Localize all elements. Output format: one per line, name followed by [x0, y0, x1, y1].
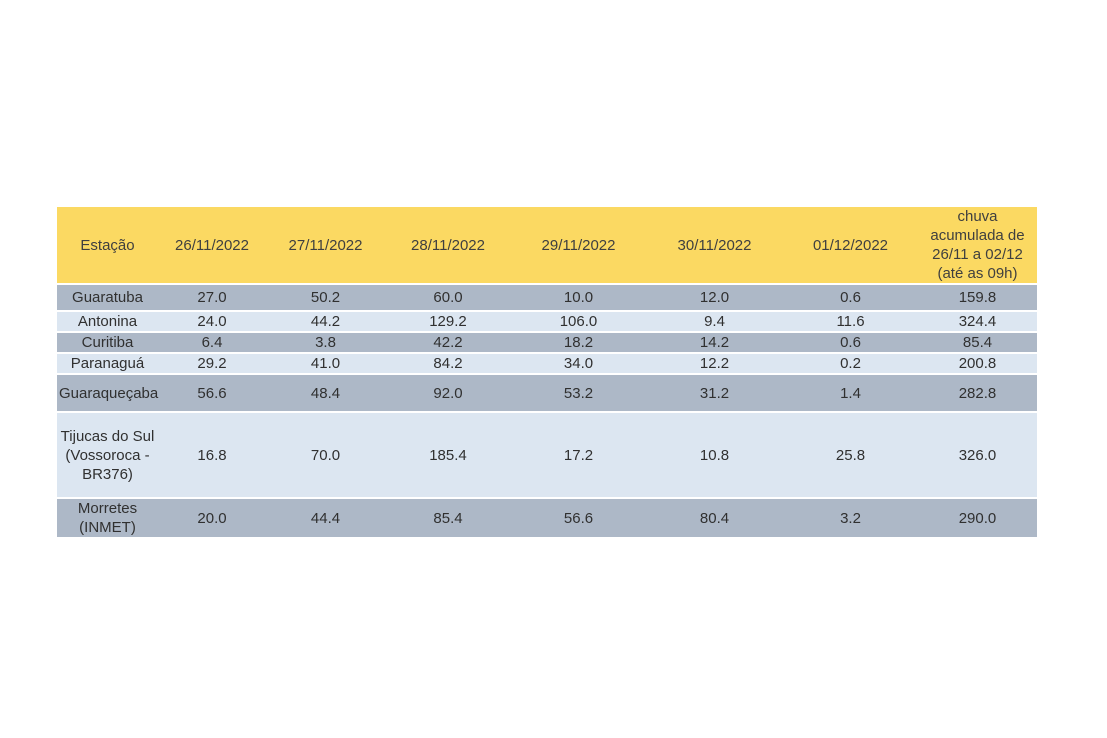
- table-cell: 17.2: [511, 411, 646, 498]
- column-header-date-5: 30/11/2022: [646, 207, 783, 284]
- table-cell: 85.4: [918, 331, 1037, 353]
- station-name: Guaraqueçaba: [57, 373, 158, 412]
- column-header-date-3: 28/11/2022: [385, 207, 511, 284]
- table-cell: 6.4: [158, 331, 266, 353]
- column-header-date-4: 29/11/2022: [511, 207, 646, 284]
- table-row-tijucas-do-sul: Tijucas do Sul (Vossoroca - BR376) 16.8 …: [57, 411, 1037, 498]
- table-cell: 70.0: [266, 411, 385, 498]
- table-cell: 44.2: [266, 310, 385, 332]
- table-cell: 10.0: [511, 283, 646, 311]
- table-cell: 10.8: [646, 411, 783, 498]
- table-cell: 31.2: [646, 373, 783, 412]
- table-cell: 29.2: [158, 352, 266, 374]
- table-cell: 14.2: [646, 331, 783, 353]
- table-cell: 1.4: [783, 373, 918, 412]
- table-cell: 129.2: [385, 310, 511, 332]
- table-cell: 20.0: [158, 497, 266, 537]
- table-cell: 48.4: [266, 373, 385, 412]
- station-name: Morretes (INMET): [57, 497, 158, 537]
- table-cell: 44.4: [266, 497, 385, 537]
- table-cell: 282.8: [918, 373, 1037, 412]
- table-cell: 84.2: [385, 352, 511, 374]
- table-cell: 0.6: [783, 331, 918, 353]
- table-cell: 324.4: [918, 310, 1037, 332]
- table-cell: 34.0: [511, 352, 646, 374]
- table-cell: 42.2: [385, 331, 511, 353]
- table-row-antonina: Antonina 24.0 44.2 129.2 106.0 9.4 11.6 …: [57, 310, 1037, 332]
- table-cell: 12.2: [646, 352, 783, 374]
- table-cell: 3.8: [266, 331, 385, 353]
- table-cell: 60.0: [385, 283, 511, 311]
- column-header-date-1: 26/11/2022: [158, 207, 266, 284]
- rainfall-table: Estação 26/11/2022 27/11/2022 28/11/2022…: [57, 207, 1037, 537]
- table-cell: 106.0: [511, 310, 646, 332]
- table-cell: 290.0: [918, 497, 1037, 537]
- column-header-station: Estação: [57, 207, 158, 284]
- table-cell: 25.8: [783, 411, 918, 498]
- station-name: Antonina: [57, 310, 158, 332]
- table-cell: 3.2: [783, 497, 918, 537]
- table-row-curitiba: Curitiba 6.4 3.8 42.2 18.2 14.2 0.6 85.4: [57, 331, 1037, 353]
- table-row-morretes: Morretes (INMET) 20.0 44.4 85.4 56.6 80.…: [57, 497, 1037, 537]
- table-cell: 56.6: [158, 373, 266, 412]
- column-header-accumulated: chuva acumulada de 26/11 a 02/12 (até as…: [918, 207, 1037, 284]
- table-cell: 50.2: [266, 283, 385, 311]
- table-row-paranagua: Paranaguá 29.2 41.0 84.2 34.0 12.2 0.2 2…: [57, 352, 1037, 374]
- table-row-guaratuba: Guaratuba 27.0 50.2 60.0 10.0 12.0 0.6 1…: [57, 283, 1037, 311]
- station-name: Paranaguá: [57, 352, 158, 374]
- table-cell: 159.8: [918, 283, 1037, 311]
- table-row-guaraquecaba: Guaraqueçaba 56.6 48.4 92.0 53.2 31.2 1.…: [57, 373, 1037, 412]
- column-header-date-2: 27/11/2022: [266, 207, 385, 284]
- station-name: Tijucas do Sul (Vossoroca - BR376): [57, 411, 158, 498]
- table-cell: 27.0: [158, 283, 266, 311]
- table-cell: 92.0: [385, 373, 511, 412]
- table-cell: 200.8: [918, 352, 1037, 374]
- table-cell: 9.4: [646, 310, 783, 332]
- header-row: Estação 26/11/2022 27/11/2022 28/11/2022…: [57, 207, 1037, 284]
- table-cell: 80.4: [646, 497, 783, 537]
- station-name: Curitiba: [57, 331, 158, 353]
- table-cell: 11.6: [783, 310, 918, 332]
- table-cell: 0.2: [783, 352, 918, 374]
- table-cell: 56.6: [511, 497, 646, 537]
- table-cell: 53.2: [511, 373, 646, 412]
- table-cell: 85.4: [385, 497, 511, 537]
- table-cell: 185.4: [385, 411, 511, 498]
- table-cell: 41.0: [266, 352, 385, 374]
- table-cell: 0.6: [783, 283, 918, 311]
- table-cell: 18.2: [511, 331, 646, 353]
- table-cell: 326.0: [918, 411, 1037, 498]
- table-cell: 24.0: [158, 310, 266, 332]
- column-header-date-6: 01/12/2022: [783, 207, 918, 284]
- station-name: Guaratuba: [57, 283, 158, 311]
- table-cell: 12.0: [646, 283, 783, 311]
- table-cell: 16.8: [158, 411, 266, 498]
